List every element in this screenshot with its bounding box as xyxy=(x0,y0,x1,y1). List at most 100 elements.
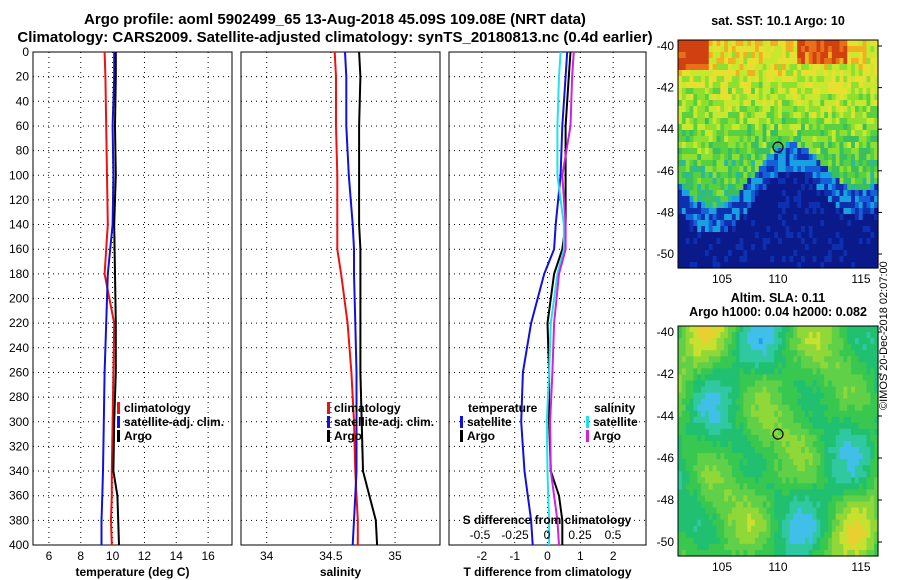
map-cell xyxy=(716,220,721,227)
map-cell xyxy=(689,392,694,400)
map-cell xyxy=(754,350,760,357)
map-cell xyxy=(778,549,783,557)
map-cell xyxy=(789,52,794,59)
map-cell xyxy=(708,160,714,167)
map-cell xyxy=(681,416,687,424)
map-cell xyxy=(797,118,802,125)
map-cell xyxy=(758,58,764,65)
map-cell xyxy=(797,525,802,533)
x-tick-label: 10 xyxy=(106,549,120,563)
map-cell xyxy=(781,392,787,400)
map-cell xyxy=(743,88,748,95)
map-cell xyxy=(735,52,741,59)
map-cell xyxy=(704,178,710,185)
map-cell xyxy=(793,238,798,245)
x-tick-label: 14 xyxy=(170,549,184,563)
map-cell xyxy=(854,52,860,59)
map-cell xyxy=(708,471,714,478)
map-cell xyxy=(685,226,691,233)
map-cell xyxy=(743,326,748,333)
map-cell xyxy=(854,172,860,179)
map-cell xyxy=(770,380,775,388)
map-cell xyxy=(828,88,833,95)
map-cell xyxy=(735,422,741,430)
map-cell xyxy=(762,422,768,430)
map-cell xyxy=(789,332,794,339)
map-cell xyxy=(828,483,833,491)
map-cell xyxy=(689,447,694,454)
map-cell xyxy=(697,537,702,545)
map-cell xyxy=(728,404,733,412)
map-cell xyxy=(762,190,768,197)
map-cell xyxy=(751,507,756,515)
map-cell xyxy=(789,88,794,95)
map-cell xyxy=(701,441,706,448)
map-cell xyxy=(689,471,694,478)
map-cell xyxy=(824,124,829,131)
map-cell xyxy=(839,232,844,239)
map-cell xyxy=(720,368,725,376)
map-cell xyxy=(854,190,860,197)
map-cell xyxy=(831,106,837,113)
map-cell xyxy=(870,238,875,245)
map-cell xyxy=(843,513,848,521)
map-cell xyxy=(724,184,729,191)
map-cell xyxy=(870,208,875,215)
map-cell xyxy=(808,453,814,460)
map-cell xyxy=(731,232,737,239)
map-cell xyxy=(870,214,875,221)
map-cell xyxy=(801,332,806,339)
map-cell xyxy=(812,106,818,113)
map-cell xyxy=(770,190,775,197)
map-cell xyxy=(681,392,687,400)
map-cell xyxy=(735,326,741,333)
map-cell xyxy=(870,531,875,539)
map-cell xyxy=(801,525,806,533)
map-cell xyxy=(743,513,748,521)
map-cell xyxy=(697,543,702,551)
map-cell xyxy=(712,106,718,113)
map-cell xyxy=(828,410,833,418)
map-cell xyxy=(804,124,810,131)
map-cell xyxy=(701,404,706,412)
map-cell xyxy=(797,356,802,363)
map-cell xyxy=(781,447,787,454)
map-cell xyxy=(731,52,737,59)
map-cell xyxy=(731,172,737,179)
map-cell xyxy=(728,471,733,478)
map-cell xyxy=(874,184,879,191)
map-cell xyxy=(828,380,833,388)
map-cell xyxy=(716,88,721,95)
map-cell xyxy=(874,531,879,539)
map-cell xyxy=(770,154,775,161)
map-cell xyxy=(870,465,875,472)
map-cell xyxy=(743,374,748,382)
map-cell xyxy=(831,70,837,77)
map-cell xyxy=(693,160,698,167)
map-cell xyxy=(708,525,714,533)
map-cell xyxy=(843,202,848,209)
map-cell xyxy=(697,58,702,65)
map-cell xyxy=(743,154,748,161)
map-cell xyxy=(835,220,841,227)
map-cell xyxy=(762,238,768,245)
map-cell xyxy=(797,40,802,47)
map-cell xyxy=(797,220,802,227)
map-cell xyxy=(728,94,733,101)
map-cell xyxy=(816,184,821,191)
map-cell xyxy=(847,404,852,412)
map-cell xyxy=(716,76,721,83)
map-cell xyxy=(739,166,744,173)
map-cell xyxy=(685,441,691,448)
map-cell xyxy=(731,184,737,191)
map-cell xyxy=(851,58,856,65)
map-cell xyxy=(778,459,783,466)
map-cell xyxy=(681,459,687,466)
map-cell xyxy=(804,416,810,424)
map-cell xyxy=(697,82,702,89)
map-cell xyxy=(712,172,718,179)
map-cell xyxy=(754,178,760,185)
map-cell xyxy=(804,52,810,59)
map-cell xyxy=(820,178,825,185)
map-cell xyxy=(728,495,733,503)
